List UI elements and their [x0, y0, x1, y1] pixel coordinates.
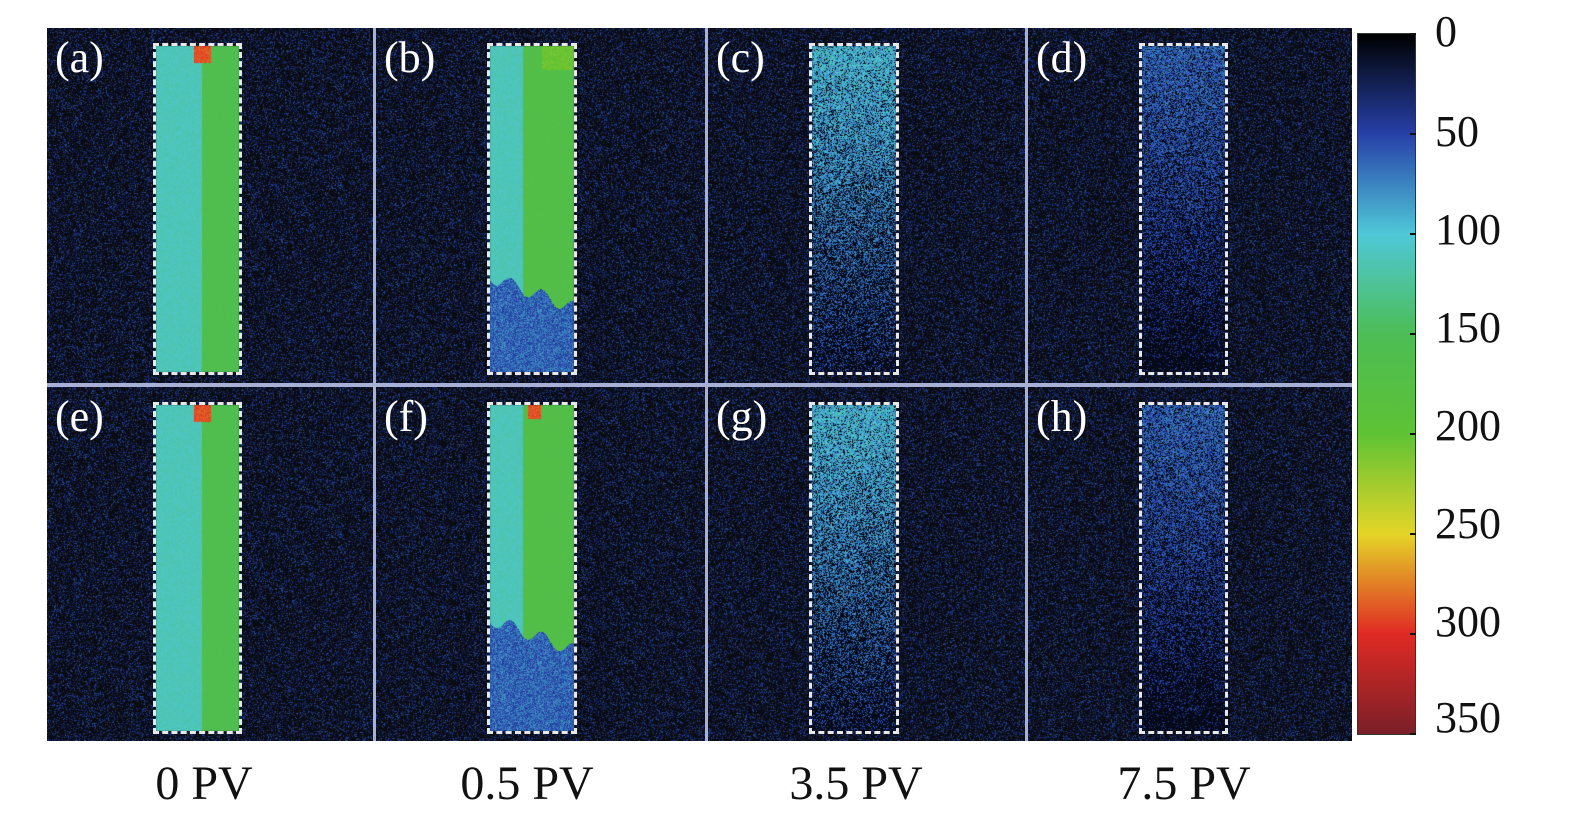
panel-label-b: (b) — [384, 33, 436, 82]
colorbar-tick-mark — [1410, 733, 1416, 735]
image-grid: (a) (b) (c) (d) (e) (f) (g) (h) — [47, 28, 1352, 741]
panel-label-d: (d) — [1036, 33, 1088, 82]
panel-c: (c) — [708, 28, 1025, 383]
saturation-map-f — [376, 387, 705, 741]
saturation-map-g — [708, 387, 1025, 741]
roi-box — [487, 402, 577, 734]
column-label-3.5pv: 3.5 PV — [789, 757, 923, 810]
panel-label-e: (e) — [55, 392, 104, 441]
panel-label-c: (c) — [716, 33, 765, 82]
colorbar-tick-200: 200 — [1435, 401, 1501, 450]
colorbar-tick-mark — [1410, 233, 1416, 235]
roi-box — [153, 402, 242, 734]
colorbar-tick-mark — [1410, 533, 1416, 535]
roi-box — [487, 43, 577, 375]
panel-label-h: (h) — [1036, 392, 1088, 441]
panel-label-a: (a) — [55, 33, 104, 82]
saturation-map-c — [708, 28, 1025, 383]
saturation-map-h — [1028, 387, 1352, 741]
colorbar-tick-100: 100 — [1435, 205, 1501, 254]
colorbar-tick-300: 300 — [1435, 597, 1501, 646]
panel-a: (a) — [47, 28, 373, 383]
roi-box — [153, 43, 242, 375]
colorbar-tick-mark — [1410, 633, 1416, 635]
column-label-7.5pv: 7.5 PV — [1117, 757, 1251, 810]
colorbar — [1357, 33, 1416, 735]
colorbar-tick-mark — [1410, 33, 1416, 35]
roi-box — [809, 43, 899, 375]
saturation-map-a — [47, 28, 373, 383]
panel-d: (d) — [1028, 28, 1352, 383]
panel-f: (f) — [376, 387, 705, 741]
colorbar-tick-mark — [1410, 133, 1416, 135]
saturation-map-b — [376, 28, 705, 383]
column-label-0pv: 0 PV — [155, 757, 253, 810]
colorbar-tick-50: 50 — [1435, 107, 1479, 156]
panel-b: (b) — [376, 28, 705, 383]
colorbar-tick-350: 350 — [1435, 693, 1501, 742]
roi-box — [809, 402, 899, 734]
colorbar-tick-150: 150 — [1435, 303, 1501, 352]
saturation-map-d — [1028, 28, 1352, 383]
roi-box — [1139, 43, 1228, 375]
panel-h: (h) — [1028, 387, 1352, 741]
colorbar-tick-250: 250 — [1435, 499, 1501, 548]
panel-label-g: (g) — [716, 392, 768, 441]
saturation-map-e — [47, 387, 373, 741]
panel-e: (e) — [47, 387, 373, 741]
panel-label-f: (f) — [384, 392, 428, 441]
column-label-0.5pv: 0.5 PV — [460, 757, 594, 810]
colorbar-tick-mark — [1410, 433, 1416, 435]
colorbar-tick-mark — [1410, 333, 1416, 335]
panel-g: (g) — [708, 387, 1025, 741]
roi-box — [1139, 402, 1228, 734]
colorbar-tick-0: 0 — [1435, 7, 1457, 56]
